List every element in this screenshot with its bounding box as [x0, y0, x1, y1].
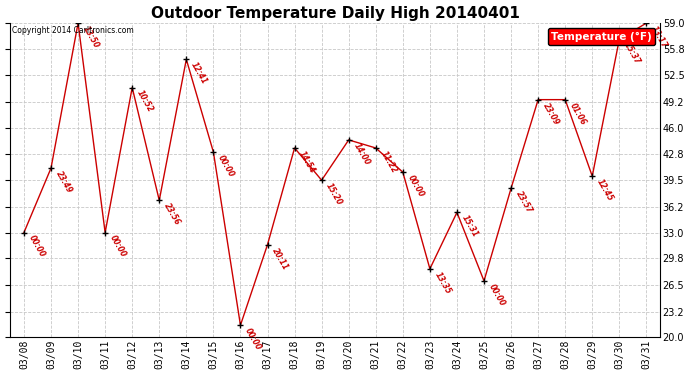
Text: 23:09: 23:09	[541, 101, 561, 126]
Legend: Temperature (°F): Temperature (°F)	[548, 28, 655, 45]
Text: 14:00: 14:00	[351, 141, 371, 166]
Text: 20:11: 20:11	[270, 246, 290, 272]
Text: 15:31: 15:31	[460, 214, 480, 239]
Title: Outdoor Temperature Daily High 20140401: Outdoor Temperature Daily High 20140401	[150, 6, 520, 21]
Text: 00:00: 00:00	[244, 327, 263, 352]
Text: 13:35: 13:35	[433, 270, 453, 296]
Text: 00:00: 00:00	[108, 234, 128, 259]
Text: 13:50: 13:50	[81, 24, 101, 50]
Text: 00:00: 00:00	[27, 234, 46, 259]
Text: 23:49: 23:49	[54, 170, 74, 195]
Text: 23:57: 23:57	[514, 190, 533, 215]
Text: 01:06: 01:06	[568, 101, 588, 126]
Text: 00:00: 00:00	[216, 153, 236, 178]
Text: 12:41: 12:41	[189, 61, 209, 86]
Text: 15:37: 15:37	[622, 40, 642, 66]
Text: 15:20: 15:20	[324, 182, 344, 207]
Text: 00:00: 00:00	[406, 174, 426, 199]
Text: 00:00: 00:00	[486, 282, 506, 308]
Text: 12:45: 12:45	[595, 177, 615, 203]
Text: 13:17: 13:17	[649, 24, 669, 50]
Text: 23:56: 23:56	[162, 202, 182, 227]
Text: 11:22: 11:22	[379, 149, 398, 175]
Text: 14:54: 14:54	[297, 149, 317, 175]
Text: 10:52: 10:52	[135, 89, 155, 114]
Text: Copyright 2014 Carltronics.com: Copyright 2014 Carltronics.com	[12, 26, 133, 35]
